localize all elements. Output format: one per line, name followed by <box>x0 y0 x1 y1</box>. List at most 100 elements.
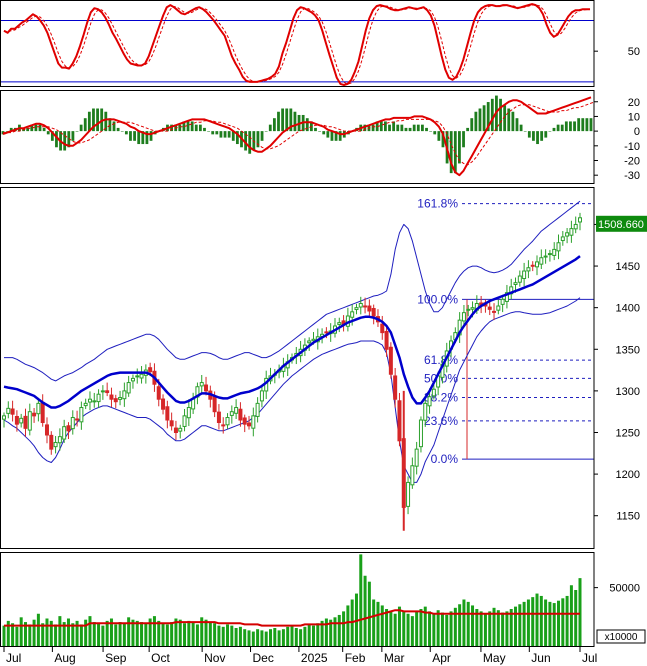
oscillator-frame <box>0 0 595 87</box>
volume-bar <box>449 611 453 647</box>
candle-body <box>62 426 67 440</box>
candle-body <box>517 275 522 283</box>
candlestick <box>414 441 419 475</box>
macd-histogram-bar <box>34 124 38 132</box>
volume-bar <box>436 610 440 647</box>
candlestick <box>418 416 423 453</box>
volume-bar <box>217 625 221 647</box>
candlestick <box>380 315 385 340</box>
volume-bar <box>501 612 505 647</box>
candle-body <box>173 427 178 433</box>
candle-body <box>204 384 209 392</box>
volume-bar <box>440 612 444 647</box>
candlestick <box>49 431 54 455</box>
volume-bar <box>238 626 242 647</box>
x-axis-tick-label: Nov <box>204 651 225 665</box>
volume-bar <box>118 622 122 647</box>
volume-bar <box>247 630 251 647</box>
bollinger-lower-band <box>3 297 581 483</box>
candlestick <box>173 420 178 440</box>
macd-histogram-bar <box>223 131 227 138</box>
candle-body <box>14 415 19 425</box>
macd-histogram-bar <box>248 131 252 154</box>
volume-bar <box>19 617 23 647</box>
candle-body <box>363 305 368 308</box>
macd-histogram-bar <box>116 127 120 132</box>
macd-histogram-bar <box>75 131 79 132</box>
macd-histogram-bar <box>416 124 420 132</box>
candle-body <box>130 377 135 382</box>
macd-histogram-bar <box>194 124 198 132</box>
macd-histogram-bar <box>548 131 552 132</box>
candlestick <box>118 390 123 406</box>
macd-histogram-bar <box>215 131 219 135</box>
volume-bar <box>475 609 479 647</box>
candlestick <box>384 325 389 357</box>
volume-bar <box>380 605 384 647</box>
volume-bar <box>419 609 423 647</box>
macd-histogram-bar <box>363 124 367 132</box>
macd-histogram-bar <box>190 121 194 132</box>
candle-body <box>66 425 71 432</box>
volume-bar <box>367 581 371 647</box>
candle-body <box>535 261 540 268</box>
volume-bar <box>161 623 165 647</box>
macd-histogram-bar <box>120 131 124 132</box>
volume-bar <box>415 611 419 647</box>
x-axis-tick-label: Jul <box>6 651 21 665</box>
macd-histogram-bar <box>124 131 128 135</box>
candlestick <box>388 342 393 379</box>
candlestick <box>27 403 32 436</box>
candlestick <box>547 249 552 262</box>
candle-body <box>569 228 574 236</box>
candlestick <box>23 408 28 437</box>
fibonacci-label: 161.8% <box>417 197 458 211</box>
macd-histogram-bar <box>38 124 42 132</box>
volume-bar <box>114 624 118 647</box>
candle-body <box>221 424 226 427</box>
candlestick <box>259 386 264 408</box>
macd-histogram-bar <box>55 131 58 148</box>
candle-body <box>113 398 118 403</box>
volume-bar <box>350 599 354 647</box>
volume-bar <box>191 622 195 647</box>
candlestick <box>543 249 548 264</box>
oscillator-tick-label: 50 <box>628 46 640 58</box>
candle-body <box>526 267 531 272</box>
macd-panel: 20 10 0 -10 -20 -30 <box>0 90 640 184</box>
macd-histogram-bar <box>433 131 437 135</box>
x-axis-tick-label: May <box>483 651 506 665</box>
fibonacci-label: 50.0% <box>424 371 458 385</box>
macd-histogram-bar <box>425 127 428 132</box>
candle-body <box>358 303 363 308</box>
volume-bar <box>342 611 346 647</box>
macd-histogram-bar <box>334 131 338 141</box>
x-axis-tick-label: Aug <box>54 651 75 665</box>
candle-body <box>229 411 234 416</box>
candle-body <box>380 323 385 334</box>
candle-body <box>40 401 45 424</box>
candle-body <box>384 330 389 350</box>
macd-histogram-bar <box>63 131 67 151</box>
candle-body <box>199 382 204 387</box>
macd-histogram-bar <box>396 124 400 132</box>
macd-histogram-bar <box>322 131 326 135</box>
candle-body <box>100 390 105 393</box>
macd-histogram-bar <box>569 121 572 132</box>
volume-bar <box>264 631 268 647</box>
volume-bar <box>557 600 561 647</box>
volume-bar <box>290 625 294 647</box>
macd-histogram-bar <box>149 131 153 141</box>
macd-histogram-bar <box>30 124 34 132</box>
volume-bar <box>187 620 191 647</box>
oscillator-panel: 50 <box>0 0 640 87</box>
candle-body <box>191 398 196 410</box>
volume-bar <box>316 623 320 647</box>
volume-bar <box>471 605 475 647</box>
candlestick <box>457 312 462 343</box>
candlestick <box>32 407 37 423</box>
x-axis-tick-label: Oct <box>151 651 170 665</box>
macd-histogram-bar <box>474 111 478 132</box>
candle-body <box>423 402 428 421</box>
volume-bar <box>466 601 470 647</box>
